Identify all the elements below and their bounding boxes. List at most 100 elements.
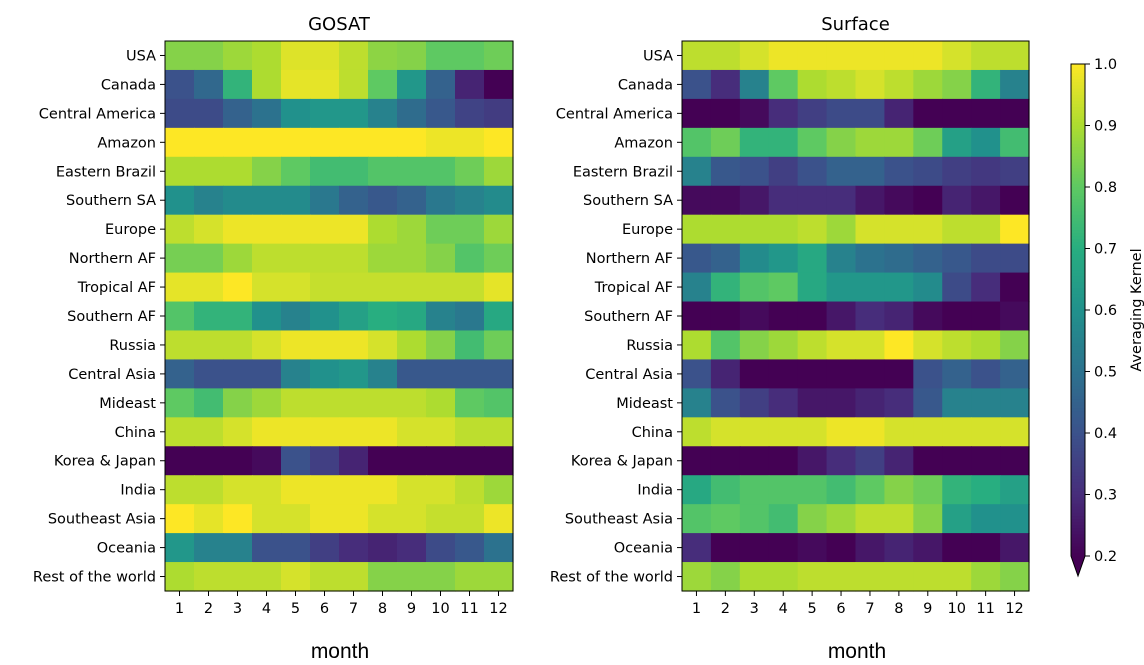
heatmap-cell xyxy=(913,127,943,158)
heatmap-cell xyxy=(913,69,943,100)
colorbar-segment xyxy=(1071,116,1085,120)
colorbar-segment xyxy=(1071,100,1085,105)
heatmap-cell xyxy=(710,475,741,505)
colorbar-segment xyxy=(1071,159,1085,163)
heatmap-cell xyxy=(397,301,427,332)
colorbar-segment xyxy=(1071,506,1085,511)
heatmap-cell xyxy=(484,214,514,245)
heatmap-cell xyxy=(223,98,253,129)
surface-x-axis-label: month xyxy=(827,640,887,663)
heatmap-cell xyxy=(194,41,224,71)
colorbar-segment xyxy=(1071,168,1085,173)
colorbar-segment xyxy=(1071,223,1085,228)
heatmap-cell xyxy=(484,330,514,361)
heatmap-cell xyxy=(971,504,1001,534)
heatmap-cell xyxy=(710,330,741,361)
x-tick-label: 8 xyxy=(894,601,903,617)
colorbar-segment xyxy=(1071,546,1085,551)
heatmap-cell xyxy=(768,98,799,129)
heatmap-cell xyxy=(397,272,427,303)
heatmap-cell xyxy=(397,562,427,592)
heatmap-cell xyxy=(339,41,369,71)
heatmap-cell xyxy=(455,388,485,418)
heatmap-cell xyxy=(913,359,943,389)
colorbar-segment xyxy=(1071,143,1085,148)
heatmap-cell xyxy=(855,533,886,563)
heatmap-cell xyxy=(1000,185,1030,216)
heatmap-cell xyxy=(165,301,195,332)
heatmap-cell xyxy=(855,388,886,418)
heatmap-cell xyxy=(484,98,514,129)
heatmap-cell xyxy=(252,98,282,129)
colorbar-segment xyxy=(1071,340,1085,345)
heatmap-cell xyxy=(913,98,943,129)
heatmap-cell xyxy=(971,301,1001,332)
heatmap-cell xyxy=(1000,98,1030,129)
heatmap-cell xyxy=(165,156,195,187)
heatmap-cell xyxy=(165,127,195,158)
heatmap-cell xyxy=(797,301,828,332)
x-tick-label: 2 xyxy=(204,601,213,617)
heatmap-cell xyxy=(826,69,857,100)
heatmap-cell xyxy=(194,475,224,505)
heatmap-cell xyxy=(682,417,712,447)
heatmap-cell xyxy=(165,214,195,245)
heatmap-cell xyxy=(397,475,427,505)
colorbar-segment xyxy=(1071,266,1085,271)
heatmap-cell xyxy=(223,127,253,158)
heatmap-cell xyxy=(797,98,828,129)
heatmap-cell xyxy=(1000,214,1030,245)
heatmap-cell xyxy=(913,214,943,245)
gosat-title: GOSAT xyxy=(308,14,371,35)
heatmap-cell xyxy=(397,446,427,476)
heatmap-cell xyxy=(682,69,712,100)
heatmap-cell xyxy=(739,243,770,274)
y-tick-label: Rest of the world xyxy=(33,570,156,586)
heatmap-cell xyxy=(252,185,282,216)
heatmap-cell xyxy=(252,301,282,332)
heatmap-cell xyxy=(310,417,340,447)
heatmap-cell xyxy=(682,359,712,389)
heatmap-cell xyxy=(913,504,943,534)
heatmap-cell xyxy=(281,562,311,592)
y-tick-label: Europe xyxy=(622,222,673,238)
heatmap-cell xyxy=(310,533,340,563)
heatmap-cell xyxy=(281,127,311,158)
heatmap-cell xyxy=(194,301,224,332)
colorbar-segment xyxy=(1071,254,1085,259)
heatmap-cell xyxy=(826,417,857,447)
heatmap-cell xyxy=(1000,330,1030,361)
heatmap-cell xyxy=(252,475,282,505)
y-tick-label: China xyxy=(115,425,156,441)
heatmap-cell xyxy=(281,388,311,418)
heatmap-cell xyxy=(339,214,369,245)
heatmap-cell xyxy=(339,69,369,100)
heatmap-cell xyxy=(710,301,741,332)
y-tick-label: Central America xyxy=(556,106,673,122)
colorbar-segment xyxy=(1071,97,1085,102)
colorbar-segment xyxy=(1071,174,1085,179)
heatmap-cell xyxy=(710,41,741,71)
heatmap-cell xyxy=(884,41,914,71)
heatmap-cell xyxy=(194,272,224,303)
x-tick-label: 2 xyxy=(721,601,730,617)
heatmap-cell xyxy=(281,243,311,274)
colorbar-segment xyxy=(1071,420,1085,425)
colorbar-segment xyxy=(1071,208,1085,213)
heatmap-cell xyxy=(913,417,943,447)
heatmap-cell xyxy=(971,446,1001,476)
heatmap-cell xyxy=(223,475,253,505)
heatmap-cell xyxy=(797,562,828,592)
colorbar-segment xyxy=(1071,337,1085,342)
heatmap-cell xyxy=(682,127,712,158)
y-tick-label: Oceania xyxy=(614,541,673,557)
colorbar-segment xyxy=(1071,79,1085,84)
colorbar-segment xyxy=(1071,429,1085,434)
heatmap-cell xyxy=(942,243,972,274)
colorbar-segment xyxy=(1071,380,1085,385)
heatmap-cell xyxy=(768,330,799,361)
heatmap-cell xyxy=(826,330,857,361)
heatmap-cell xyxy=(310,562,340,592)
heatmap-cell xyxy=(942,98,972,129)
heatmap-cell xyxy=(368,475,398,505)
